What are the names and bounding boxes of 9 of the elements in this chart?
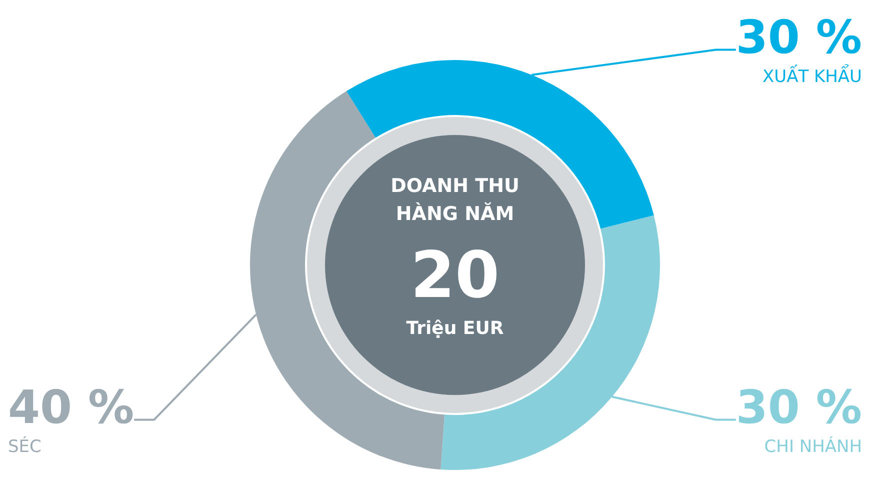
data-label: 40 %	[8, 380, 134, 434]
slice-label: XUẤT KHẨU	[762, 64, 862, 87]
text: DOANH THU HÀNG NĂM	[390, 174, 520, 227]
data-label: 30 %	[736, 10, 862, 64]
text: Triệu EUR	[405, 318, 505, 339]
data-label: 30 %	[736, 380, 862, 434]
slice-label: SÉC	[8, 436, 42, 457]
text: 20	[409, 239, 501, 313]
slice-label: CHI NHÁNH	[764, 436, 862, 457]
